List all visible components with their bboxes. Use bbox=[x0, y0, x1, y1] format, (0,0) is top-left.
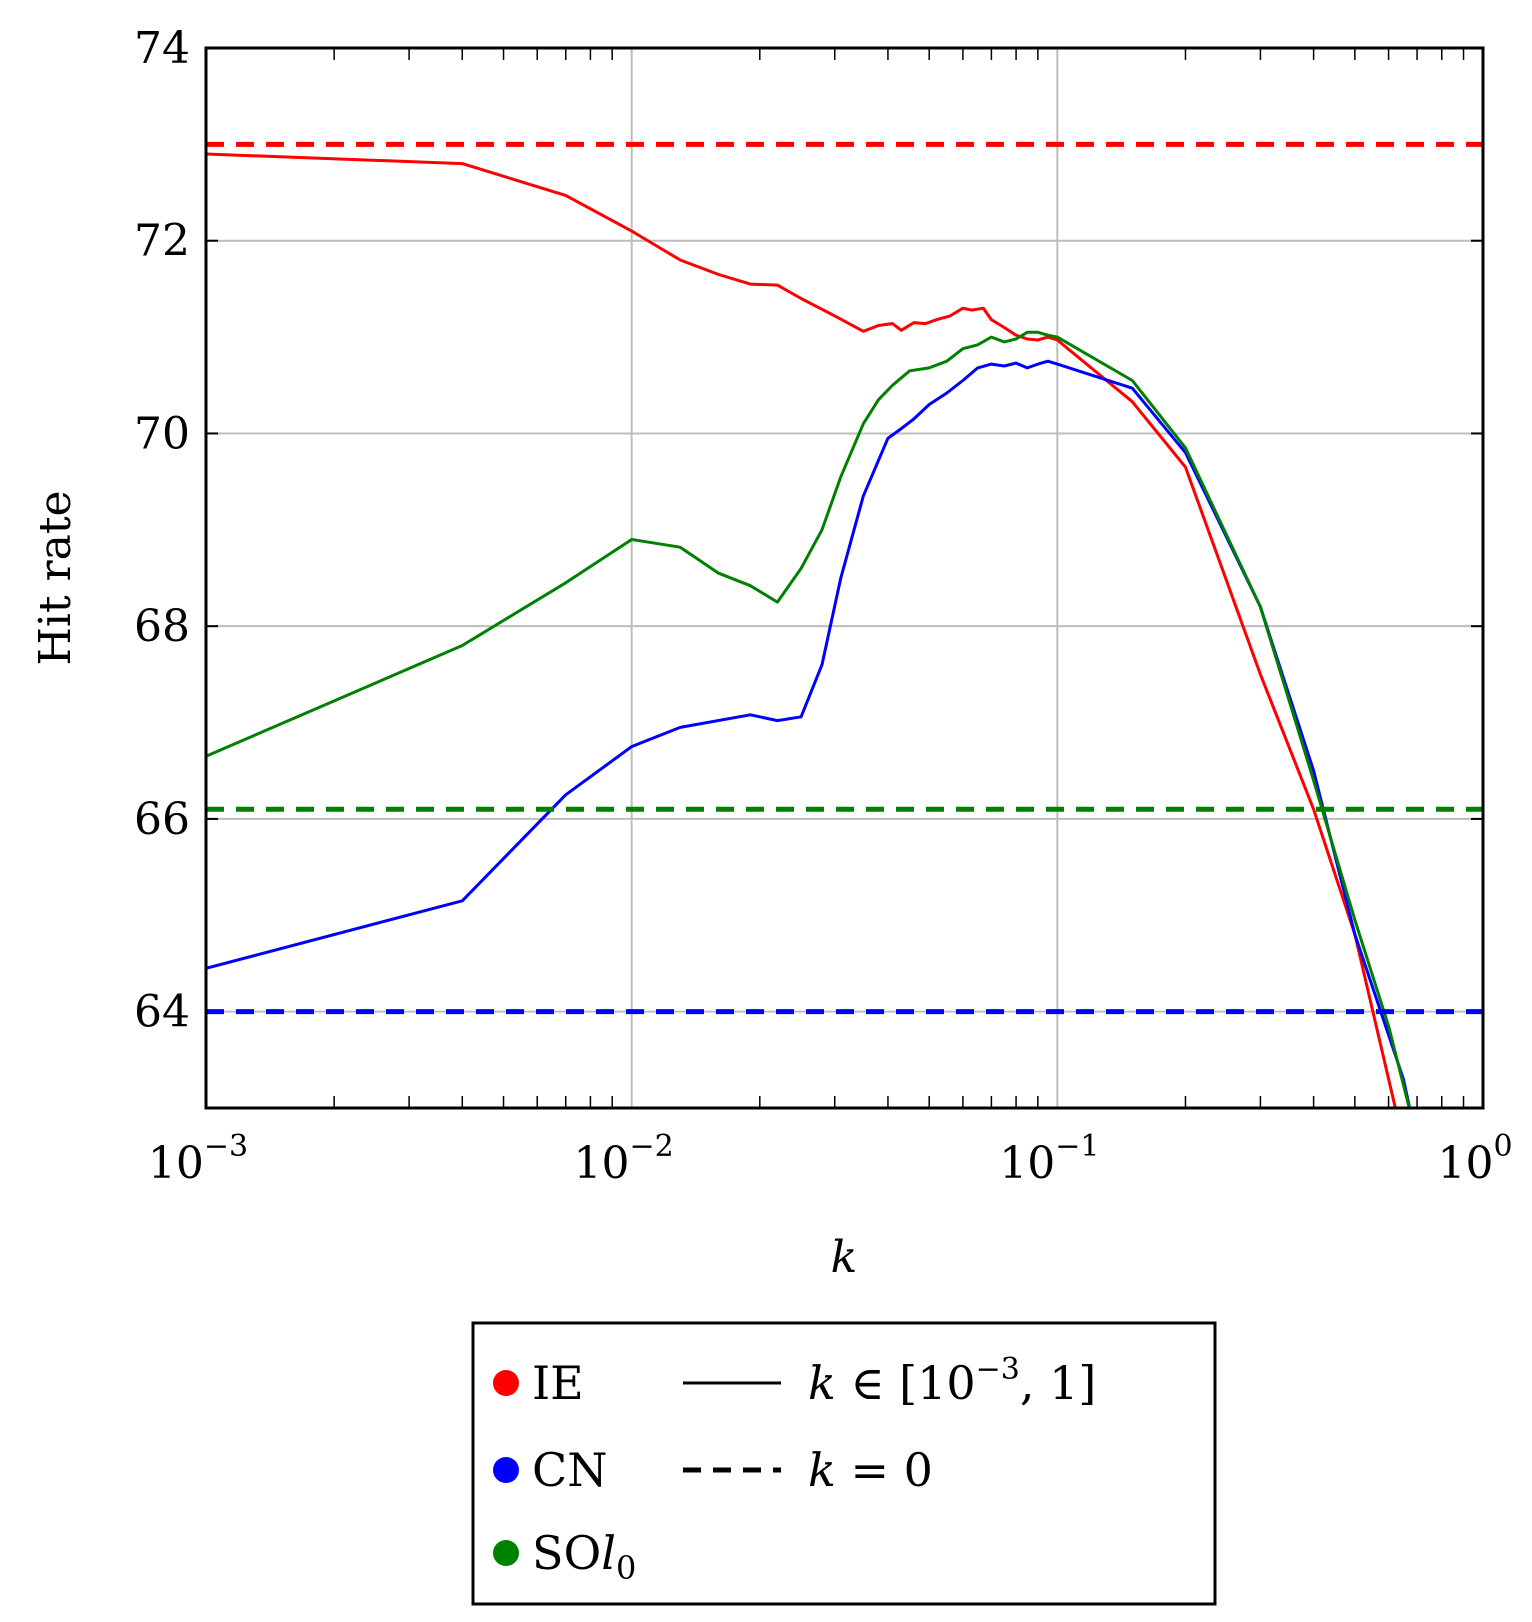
grid bbox=[205, 47, 1484, 1108]
x-tick-label: 10−3 bbox=[148, 1129, 248, 1189]
x-tick-label: 100 bbox=[1437, 1129, 1512, 1189]
x-tick-base: 10 bbox=[1437, 1138, 1493, 1189]
legend-solid-rest: ∈ [10 bbox=[836, 1356, 976, 1410]
x-axis-label: k bbox=[831, 1232, 858, 1283]
legend-sol0-italic: l bbox=[601, 1526, 616, 1580]
y-tick-label: 64 bbox=[134, 987, 190, 1038]
legend-solid-end: , 1] bbox=[1020, 1356, 1096, 1410]
y-tick-label: 74 bbox=[134, 23, 190, 74]
legend-dashed-var: k bbox=[808, 1443, 836, 1497]
legend: IE CN SOl0 k ∈ [10−3, 1] k = 0 bbox=[471, 1321, 1217, 1606]
legend-label-cn: CN bbox=[532, 1443, 607, 1497]
plot-frame bbox=[204, 46, 1485, 1110]
y-tick-label: 66 bbox=[134, 794, 190, 845]
y-axis-label: Hit rate bbox=[30, 490, 81, 665]
legend-solid-sup: −3 bbox=[976, 1352, 1020, 1387]
x-tick-exponent: −2 bbox=[630, 1129, 674, 1164]
legend-marker-sol0 bbox=[493, 1540, 519, 1566]
x-tick-exponent: −3 bbox=[204, 1129, 248, 1164]
x-tick-base: 10 bbox=[999, 1138, 1055, 1189]
series-lines bbox=[206, 141, 1483, 1108]
series-sol0-line bbox=[206, 330, 1411, 1108]
x-tick-exponent: 0 bbox=[1493, 1129, 1512, 1164]
minor-ticks bbox=[206, 47, 1483, 1108]
x-tick-label: 10−1 bbox=[999, 1129, 1099, 1189]
x-tick-label: 10−2 bbox=[574, 1129, 674, 1189]
legend-marker-ie bbox=[493, 1370, 519, 1396]
x-tick-base: 10 bbox=[148, 1138, 204, 1189]
legend-label-ie: IE bbox=[532, 1356, 584, 1410]
legend-label-sol0: SOl0 bbox=[532, 1526, 636, 1587]
series-ie-line bbox=[206, 152, 1397, 1108]
legend-dashed-rest: = 0 bbox=[836, 1443, 933, 1497]
legend-frame bbox=[471, 1321, 1217, 1606]
x-tick-base: 10 bbox=[574, 1138, 630, 1189]
legend-marker-cn bbox=[493, 1457, 519, 1483]
legend-label-dashed: k = 0 bbox=[808, 1443, 933, 1497]
y-tick-label: 72 bbox=[134, 216, 190, 267]
legend-label-solid: k ∈ [10−3, 1] bbox=[808, 1352, 1096, 1410]
legend-solid-var: k bbox=[808, 1356, 836, 1410]
x-tick-exponent: −1 bbox=[1055, 1129, 1099, 1164]
legend-sol0-sub: 0 bbox=[616, 1549, 636, 1587]
y-tick-label: 68 bbox=[134, 601, 190, 652]
series-cn-line bbox=[206, 359, 1412, 1108]
y-tick-label: 70 bbox=[134, 408, 190, 459]
legend-sol0-main: SO bbox=[532, 1526, 601, 1580]
